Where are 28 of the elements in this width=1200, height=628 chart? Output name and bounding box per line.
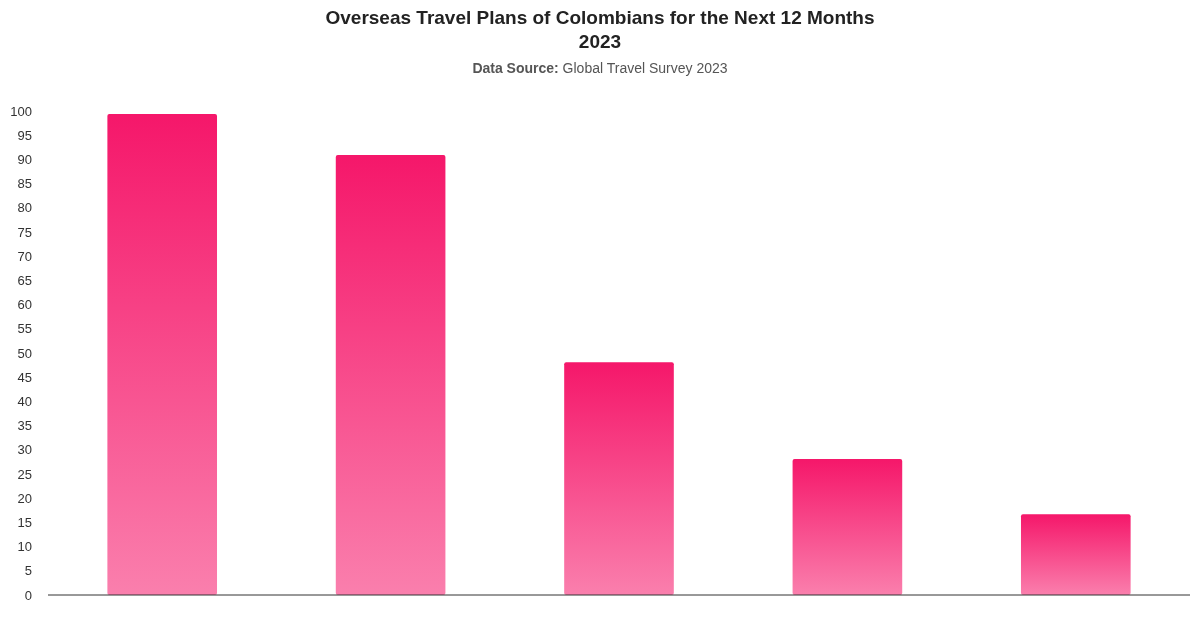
chart-title: Overseas Travel Plans of Colombians for the Next 12 Months 2023 (325, 7, 875, 52)
y-tick-label: 45 (17, 369, 32, 385)
y-tick-label: 40 (17, 393, 32, 409)
y-tick-label: 80 (17, 200, 32, 216)
y-tick-label: 95 (17, 127, 32, 143)
y-tick-label: 75 (17, 224, 32, 240)
bar (1020, 514, 1131, 595)
y-tick-label: 20 (17, 490, 32, 506)
y-tick-label: 65 (17, 272, 32, 288)
y-tick-label: 35 (17, 418, 32, 434)
y-tick-label: 90 (17, 151, 32, 167)
y-tick-label: 0 (24, 587, 32, 603)
y-tick-label: 70 (17, 248, 32, 264)
bar (564, 362, 674, 595)
y-tick-label: 15 (17, 514, 32, 530)
y-tick-label: 30 (17, 442, 32, 458)
y-tick-label: 85 (17, 176, 32, 192)
bar (792, 459, 903, 595)
y-tick-label: 55 (17, 321, 32, 337)
y-tick-label: 10 (17, 539, 32, 555)
y-tick-label: 60 (17, 297, 32, 313)
y-tick-label: 25 (17, 466, 32, 482)
bar (107, 113, 218, 595)
y-tick-label: 50 (17, 345, 32, 361)
bar (335, 155, 446, 595)
source-note: Data Source: Global Travel Survey 2023 (472, 60, 728, 76)
y-tick-label: 5 (24, 563, 32, 579)
y-tick-label: 100 (10, 103, 32, 119)
